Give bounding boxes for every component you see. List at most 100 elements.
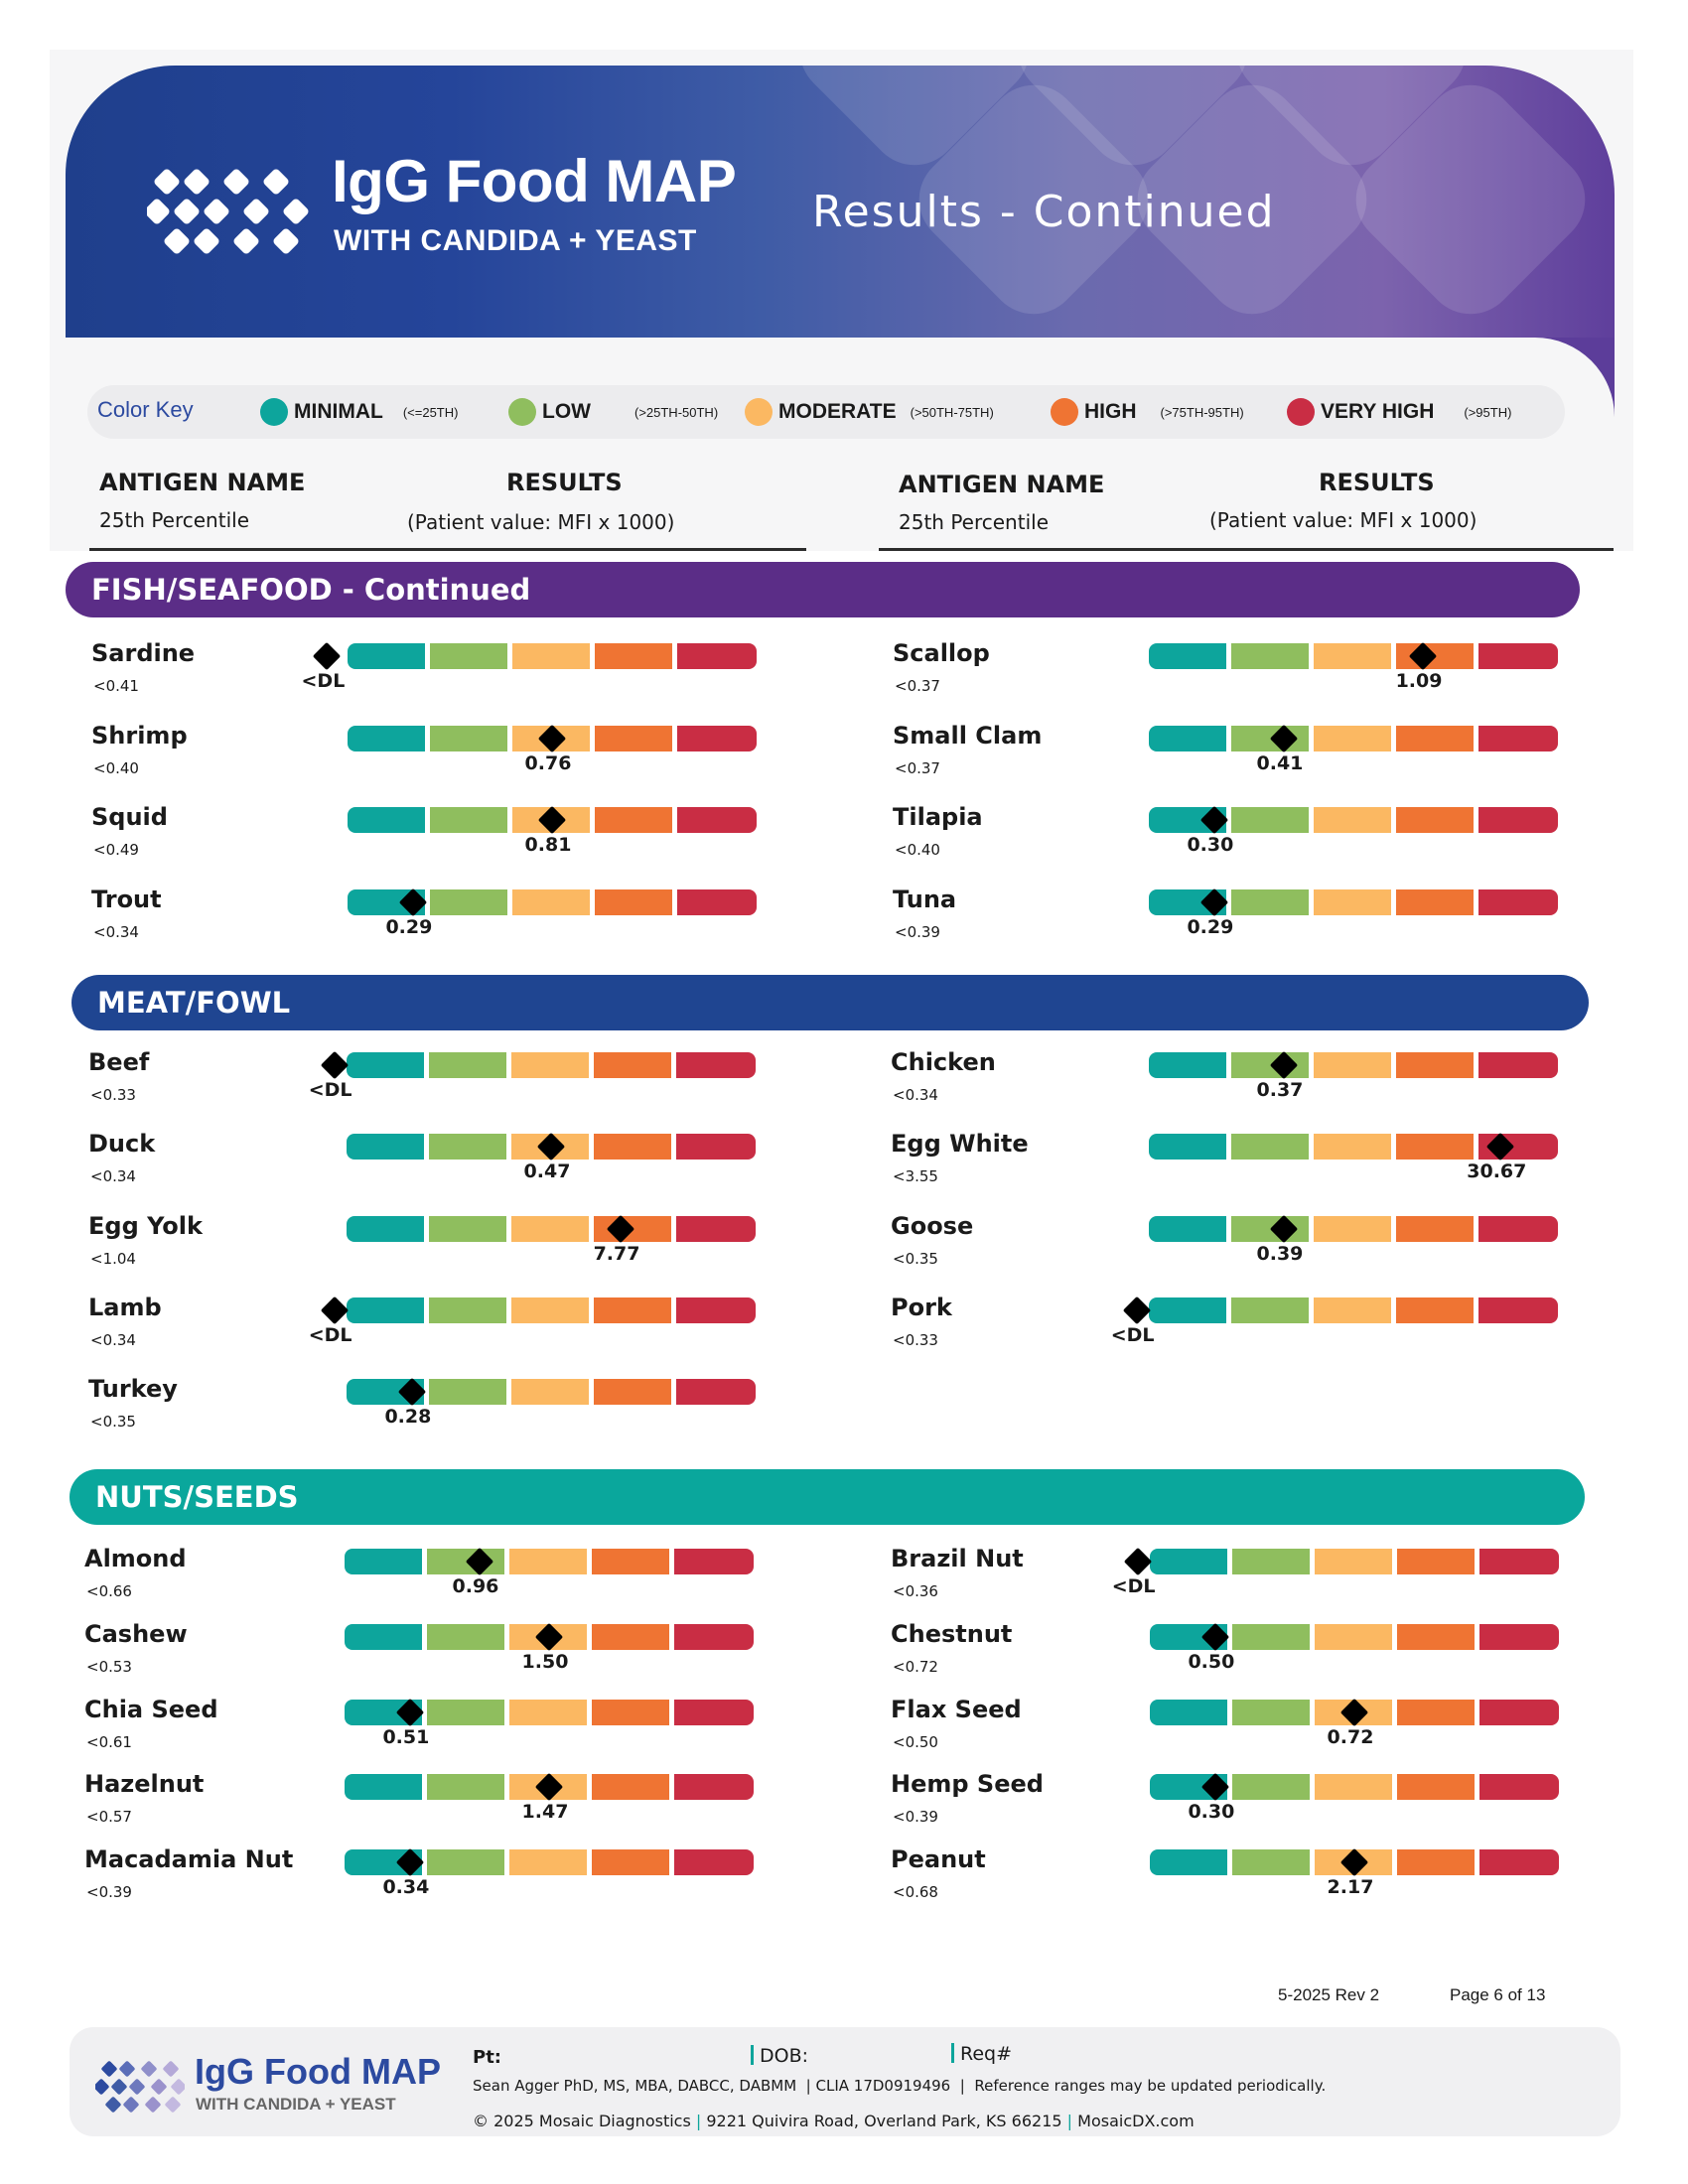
gauge-segment (1314, 807, 1391, 833)
gauge-segment (509, 1849, 587, 1876)
result-gauge: 0.51 (345, 1698, 754, 1748)
very-high-dot-icon (1287, 398, 1315, 426)
result-row: Chia Seed <0.61 0.51 (84, 1696, 779, 1755)
percentile-value: <0.34 (90, 1330, 136, 1349)
gauge-segment (1315, 1623, 1392, 1650)
antigen-name-header: ANTIGEN NAME (99, 469, 306, 496)
minimal-dot-icon (260, 398, 288, 426)
antigen-name: Macadamia Nut (84, 1845, 294, 1874)
lab-director: Sean Agger PhD, MS, MBA, DABCC, DABMM (473, 2077, 797, 2095)
antigen-name: Pork (891, 1293, 952, 1321)
gauge-segment (1396, 807, 1474, 833)
color-key-range: (>75TH-95TH) (1160, 404, 1244, 420)
result-gauge: <DL (309, 1296, 756, 1346)
footer-logo-icon (95, 2061, 185, 2113)
result-gauge: 1.47 (345, 1773, 754, 1823)
moderate-dot-icon (745, 398, 773, 426)
result-value: 30.67 (1467, 1160, 1527, 1183)
gauge-segment (1397, 1623, 1475, 1650)
results-header: RESULTS (506, 469, 623, 496)
gauge-segment (1231, 643, 1309, 669)
percentile-value: <0.41 (93, 677, 139, 695)
gauge-segment (1479, 1699, 1559, 1725)
gauge-segment (1478, 1052, 1558, 1078)
gauge-segment (345, 1623, 422, 1650)
result-value: 1.47 (521, 1801, 569, 1824)
result-value: 0.29 (1187, 915, 1234, 938)
gauge-segment (1315, 1549, 1392, 1574)
company-website[interactable]: MosaicDX.com (1077, 2112, 1195, 2130)
gauge-segment (511, 1297, 589, 1323)
result-gauge: <DL (309, 1050, 756, 1101)
result-gauge: 0.37 (1149, 1050, 1558, 1101)
gauge-segment (1232, 1774, 1310, 1801)
gauge-segment (1479, 1849, 1559, 1876)
result-row: Small Clam <0.37 0.41 (893, 722, 1588, 781)
clia-number: CLIA 17D0919496 (815, 2077, 951, 2095)
color-key-low: LOW (>25TH-50TH) (508, 385, 718, 439)
gauge-segment (592, 1623, 669, 1650)
gauge-segment (1314, 1052, 1391, 1078)
antigen-name-header: ANTIGEN NAME (899, 471, 1105, 498)
result-row: Egg White <3.55 30.67 (891, 1130, 1586, 1189)
antigen-name: Hazelnut (84, 1770, 205, 1799)
gauge-segment (1314, 1297, 1391, 1323)
brand-title: IgG Food MAP (332, 148, 737, 214)
result-marker-icon (320, 1050, 349, 1080)
results-header: RESULTS (1319, 469, 1435, 496)
percentile-value: <0.33 (90, 1086, 136, 1104)
result-row: Sardine <0.41 <DL (91, 639, 786, 699)
antigen-name: Flax Seed (891, 1695, 1022, 1723)
result-value: 0.47 (523, 1160, 571, 1183)
result-gauge: 2.17 (1150, 1848, 1559, 1898)
result-gauge: 0.81 (348, 805, 757, 856)
section-banner: MEAT/FOWL (71, 975, 1589, 1030)
req-label: Req# (960, 2043, 1013, 2065)
gauge-segment (676, 1297, 756, 1323)
antigen-name: Tilapia (893, 803, 983, 831)
gauge-segment (595, 807, 672, 833)
gauge-segment (1149, 1134, 1226, 1160)
gauge-segment (1231, 888, 1309, 915)
percentile-value: <0.50 (893, 1732, 938, 1751)
result-marker-icon (1122, 1296, 1151, 1325)
antigen-name: Lamb (88, 1293, 162, 1321)
gauge-segment (1479, 1774, 1559, 1801)
result-value: <DL (308, 1323, 352, 1346)
footer-bar (70, 2027, 1620, 2136)
gauge-segment (1231, 1297, 1309, 1323)
gauge-segment (1396, 725, 1474, 751)
gauge-segment (427, 1699, 504, 1725)
gauge-segment (1314, 1134, 1391, 1160)
page-number: Page 6 of 13 (1450, 1985, 1546, 2004)
result-gauge: 0.39 (1149, 1214, 1558, 1265)
result-row: Hemp Seed <0.39 0.30 (891, 1770, 1586, 1830)
antigen-name: Turkey (88, 1375, 178, 1404)
gauge-segment (429, 1297, 506, 1323)
gauge-segment (592, 1699, 669, 1725)
gauge-segment (511, 1215, 589, 1242)
gauge-segment (1478, 1297, 1558, 1323)
footer-company: © 2025 Mosaic Diagnostics | 9221 Quivira… (473, 2112, 1195, 2130)
result-value: <DL (301, 670, 346, 692)
result-value: <DL (308, 1079, 352, 1101)
result-gauge: 1.50 (345, 1622, 754, 1673)
mosaic-logo-icon (147, 169, 309, 254)
result-gauge: 0.47 (347, 1133, 756, 1182)
result-gauge: 0.50 (1150, 1622, 1559, 1673)
percentile-value: <0.57 (86, 1808, 132, 1827)
result-gauge: 0.29 (1149, 887, 1558, 938)
gauge-segment (347, 1215, 424, 1242)
color-key: Color Key MINIMAL (<=25TH) LOW (>25TH-50… (87, 385, 1565, 439)
result-row: Cashew <0.53 1.50 (84, 1620, 779, 1680)
color-key-label: MINIMAL (294, 400, 383, 423)
color-key-very-high: VERY HIGH (>95TH) (1287, 385, 1511, 439)
antigen-name: Squid (91, 803, 168, 831)
result-value: 1.09 (1395, 670, 1443, 692)
result-gauge: 0.72 (1150, 1698, 1559, 1748)
result-value: 0.96 (452, 1575, 499, 1597)
gauge-segment (674, 1549, 754, 1574)
antigen-name: Chicken (891, 1048, 996, 1076)
percentile-header: 25th Percentile (899, 510, 1049, 534)
header-banner (66, 66, 1615, 338)
